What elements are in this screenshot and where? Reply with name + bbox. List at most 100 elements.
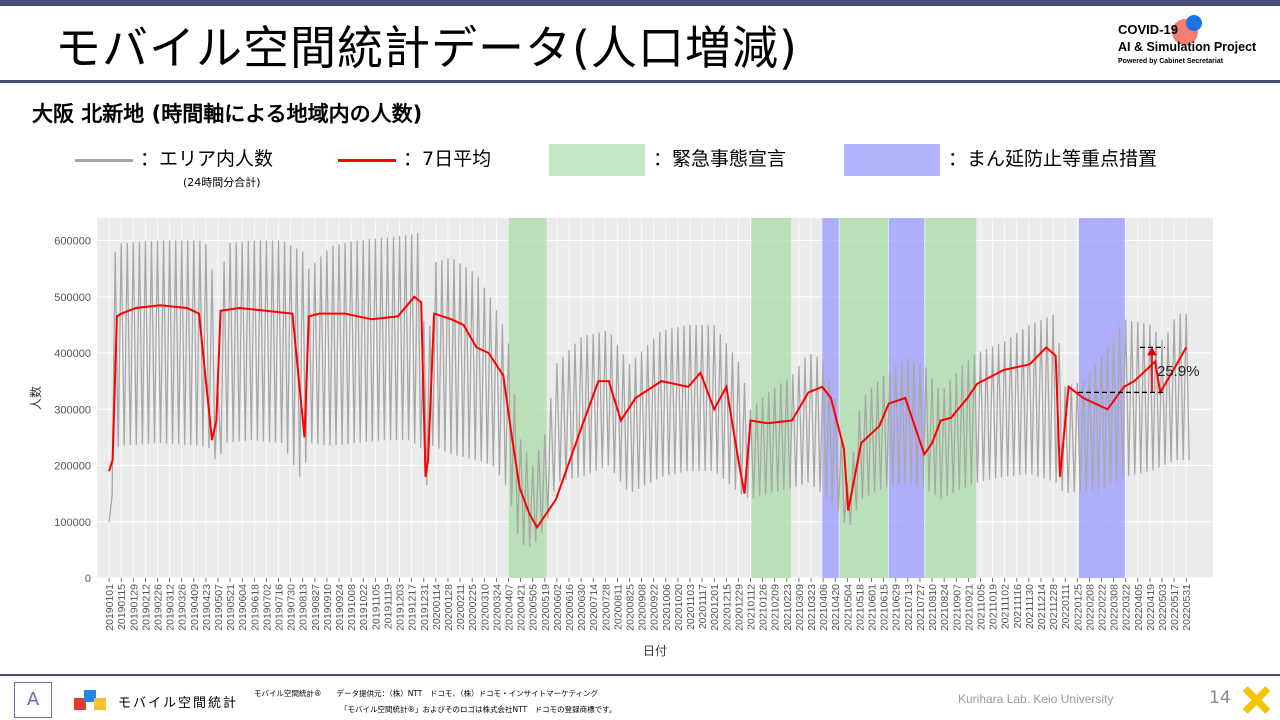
series-area-count-line	[108, 232, 1190, 547]
x-tick-label: 20210629	[891, 584, 903, 631]
x-tick-label: 20200922	[649, 584, 661, 631]
x-tick-label: 20210921	[963, 584, 975, 631]
x-tick-label: 20200114	[431, 584, 443, 630]
x-tick-label: 20211116	[1012, 584, 1024, 629]
x-tick-label: 20220208	[1084, 584, 1096, 631]
x-tick-label: 20191022	[358, 584, 370, 631]
x-tick-label: 20200505	[528, 584, 540, 631]
x-tick-label: 20190326	[177, 584, 189, 631]
x-tick-label: 20190924	[334, 584, 346, 631]
x-tick-label: 20200616	[564, 584, 576, 631]
x-tick-label: 20220405	[1133, 584, 1145, 631]
legend-gray: ：エリア内人数	[75, 144, 315, 178]
footer-trademark: 「モバイル空間統計®」およびそのロゴは株式会社NTT ドコモの登録商標です。	[340, 705, 617, 714]
x-tick-label: 20220419	[1145, 584, 1157, 631]
x-tick-label: 20220322	[1121, 584, 1133, 631]
legend-blue: ：まん延防止等重点措置	[844, 144, 1244, 178]
x-tick-label: 20201215	[721, 584, 733, 631]
x-tick-label: 20200602	[552, 584, 564, 631]
x-tick-label: 20190423	[201, 584, 213, 631]
x-tick-label: 20190312	[165, 584, 177, 631]
population-chart: 0 100000 200000 300000 400000 500000 600000 201…	[28, 218, 1213, 658]
x-tick-label: 20190716	[274, 584, 286, 631]
x-tick-label: 20200714	[588, 584, 600, 631]
x-tick-label: 20210713	[903, 584, 915, 631]
legend-red-swatch	[338, 159, 396, 162]
x-tick-label: 20220111	[1060, 584, 1072, 629]
footer-credit: Kurihara Lab. Keio University	[958, 692, 1114, 706]
title-divider	[0, 80, 1280, 83]
x-tick-label: 20220503	[1157, 584, 1169, 631]
x-tick-label: 20190730	[286, 584, 298, 631]
y-tick-label: 500000	[54, 292, 91, 304]
x-tick-label: 20210309	[794, 584, 806, 631]
x-tick-label: 20210907	[951, 584, 963, 631]
x-tick-label: 20220531	[1181, 584, 1193, 631]
y-tick-label: 100000	[54, 517, 91, 529]
legend-red-label: ：7日平均	[403, 148, 492, 170]
x-tick-label: 20210504	[842, 584, 854, 631]
footer-divider	[0, 674, 1280, 676]
emergency-band	[839, 218, 888, 578]
x-tick-label: 20210615	[879, 584, 891, 631]
legend-blue-label: ：まん延防止等重点措置	[948, 148, 1158, 170]
x-tick-label: 20200128	[443, 584, 455, 631]
x-tick-label: 20200324	[491, 584, 503, 631]
y-tick-label: 0	[85, 573, 91, 585]
legend-green-label: ：緊急事態宣言	[653, 148, 787, 170]
project-logo: COVID-19 AI & Simulation Project Powered…	[1118, 15, 1278, 74]
x-tick-label: 20200825	[624, 584, 636, 631]
y-axis-title: 人数	[28, 386, 43, 410]
x-tick-label: 20191105	[370, 584, 382, 630]
legend-blue-swatch	[844, 144, 940, 176]
footer-app-name: モバイル空間統計	[118, 696, 239, 711]
x-tick-label: 20210518	[854, 584, 866, 631]
x-tick-label: 20191119	[382, 584, 394, 629]
legend-red: ：7日平均	[338, 144, 518, 178]
footer-data-source: モバイル空間統計® データ提供元：（株）NTT ドコモ、（株）ドコモ・インサイト…	[254, 689, 599, 698]
lab-logo: A	[14, 682, 52, 718]
logo-line-1: COVID-19	[1118, 22, 1178, 37]
x-tick-label: 20220125	[1072, 584, 1084, 631]
legend-green-swatch	[549, 144, 645, 176]
y-tick-label: 600000	[54, 236, 91, 248]
series-7day-average-line	[108, 295, 1188, 530]
x-tick-label: 20190618	[249, 584, 261, 631]
x-tick-label: 20210406	[818, 584, 830, 631]
annotation-arrow-head-icon	[1147, 347, 1157, 356]
x-tick-label: 20211102	[1000, 584, 1012, 629]
x-tick-label: 20200519	[540, 584, 552, 631]
x-tick-label: 20210727	[915, 584, 927, 631]
x-tick-label: 20201103	[685, 584, 697, 630]
x-tick-label: 20210810	[927, 584, 939, 631]
x-tick-label: 20190409	[189, 584, 201, 631]
x-tick-label: 20190827	[310, 584, 322, 631]
x-tick-label: 20190813	[298, 584, 310, 631]
x-tick-label: 20200811	[612, 584, 624, 630]
emergency-band	[751, 218, 792, 578]
legend-green: ：緊急事態宣言	[549, 144, 829, 178]
x-tick-label: 20210420	[830, 584, 842, 631]
x-tick-label: 20190604	[237, 584, 249, 631]
cross-logo-icon	[1240, 684, 1272, 716]
x-tick-label: 20210112	[746, 584, 758, 630]
x-tick-label: 20190226	[153, 584, 165, 631]
logo-line-3: Powered by Cabinet Secretariat	[1118, 58, 1224, 65]
logo-blue-dot-icon	[1186, 15, 1202, 31]
x-tick-label: 20220517	[1169, 584, 1181, 631]
x-tick-label: 20220222	[1096, 584, 1108, 631]
x-tick-label: 20201020	[673, 584, 685, 631]
x-tick-label: 20190212	[140, 584, 152, 631]
y-tick-label: 300000	[54, 404, 91, 416]
y-tick-label: 200000	[54, 461, 91, 473]
chart-subtitle: 大阪 北新地 (時間軸による地域内の人数)	[32, 102, 423, 126]
x-tick-label: 20190101	[104, 584, 116, 631]
x-tick-label: 20201006	[661, 584, 673, 631]
x-tick-label: 20190521	[225, 584, 237, 631]
x-tick-label: 20211005	[975, 584, 987, 630]
x-tick-label: 20210601	[867, 584, 879, 631]
x-tick-label: 20200225	[467, 584, 479, 631]
x-tick-label: 20211130	[1024, 584, 1036, 629]
legend-gray-note: (24時間分合計)	[183, 176, 261, 189]
x-axis-title: 日付	[643, 644, 667, 658]
